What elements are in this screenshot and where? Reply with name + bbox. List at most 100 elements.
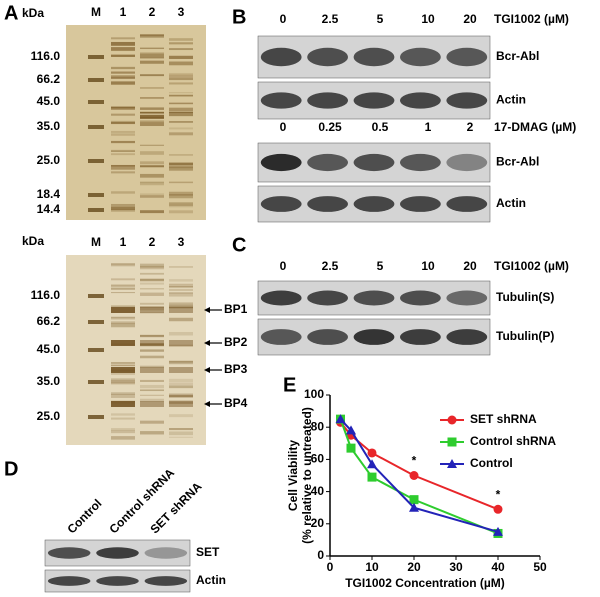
band-label: BP3 [224, 362, 248, 376]
protein-band [169, 401, 193, 404]
protein-band [169, 305, 193, 307]
protein-band [140, 122, 164, 127]
arrow-head [204, 340, 210, 346]
blot-band [399, 329, 441, 345]
protein-band [140, 165, 164, 168]
blot-band [260, 329, 302, 345]
ladder-band [88, 208, 104, 212]
band-label: BP4 [224, 396, 248, 410]
arrow-head [204, 401, 210, 407]
x-tick-label: 0 [327, 560, 334, 574]
kda-label: kDa [22, 234, 44, 248]
kda-label: kDa [22, 6, 44, 20]
protein-band [140, 107, 164, 110]
lane-label: 1 [120, 5, 127, 19]
lane-label: 0 [280, 12, 287, 26]
protein-band [111, 292, 135, 294]
protein-band [169, 385, 193, 389]
ladder-band [88, 100, 104, 104]
protein-band [169, 285, 193, 288]
row-label: SET [196, 545, 220, 559]
x-tick-label: 20 [407, 560, 421, 574]
protein-band [140, 121, 164, 123]
protein-band [111, 37, 135, 40]
marker-label: 14.4 [37, 202, 61, 216]
blot-band [307, 47, 349, 67]
protein-band [111, 106, 135, 110]
protein-band [140, 111, 164, 114]
protein-band [111, 367, 135, 373]
blot-band [144, 547, 188, 559]
blot-band [446, 153, 488, 172]
protein-band [140, 379, 164, 382]
protein-band [111, 75, 135, 79]
protein-band [169, 344, 193, 347]
protein-band [111, 206, 135, 211]
protein-band [169, 48, 193, 51]
ladder-band [88, 320, 104, 324]
protein-band [111, 113, 135, 116]
protein-band [140, 181, 164, 184]
protein-band [111, 372, 135, 375]
blot-band [446, 196, 488, 212]
protein-band [140, 334, 164, 337]
protein-band [140, 173, 164, 178]
protein-band [140, 265, 164, 270]
blot-band [307, 290, 349, 306]
protein-band [140, 34, 164, 38]
protein-band [111, 316, 135, 320]
protein-band [111, 392, 135, 395]
legend-marker [447, 459, 457, 468]
panel-label: E [283, 374, 296, 396]
blot-band [260, 290, 302, 306]
blot-band [307, 196, 349, 212]
protein-band [169, 55, 193, 59]
blot-band [260, 47, 302, 67]
protein-band [169, 400, 193, 404]
blot-band [446, 329, 488, 345]
protein-band [111, 413, 135, 416]
protein-band [111, 47, 135, 51]
protein-band [169, 286, 193, 288]
protein-band [169, 61, 193, 66]
protein-band [169, 48, 193, 50]
x-tick-label: 10 [365, 560, 379, 574]
panel-label: A [4, 2, 18, 24]
lane-label: 2 [149, 235, 156, 249]
protein-band [111, 121, 135, 125]
row-label: Bcr-Abl [496, 155, 539, 169]
legend-marker [447, 437, 457, 447]
protein-band [111, 284, 135, 287]
marker-label: 18.4 [37, 187, 61, 201]
protein-band [111, 113, 135, 115]
blot-band [446, 47, 488, 67]
protein-band [140, 34, 164, 37]
ladder-band [88, 380, 104, 384]
blot-band [96, 547, 139, 559]
protein-band [169, 317, 193, 322]
row-label: Actin [496, 93, 526, 107]
row-label: Actin [496, 196, 526, 210]
point [346, 425, 356, 435]
protein-band [140, 263, 164, 268]
protein-band [169, 204, 193, 208]
protein-band [140, 278, 164, 282]
blot-band [353, 92, 395, 109]
protein-band [169, 107, 193, 112]
ladder-band [88, 125, 104, 129]
protein-band [140, 278, 164, 282]
protein-band [169, 340, 193, 346]
legend-label: SET shRNA [470, 412, 537, 426]
protein-band [140, 195, 164, 198]
legend-marker [447, 415, 457, 425]
protein-band [111, 130, 135, 133]
blot-band [307, 329, 349, 345]
protein-band [111, 47, 135, 52]
lane-label: 5 [377, 12, 384, 26]
protein-band [140, 355, 164, 359]
lane-label: Control [64, 496, 104, 536]
protein-band [169, 288, 193, 291]
protein-band [111, 263, 135, 266]
protein-band [111, 149, 135, 152]
protein-band [140, 343, 164, 346]
